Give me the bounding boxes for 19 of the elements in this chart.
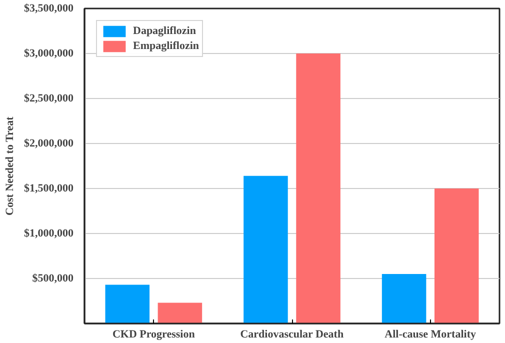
y-tick-label: $3,000,000	[24, 48, 74, 60]
x-tick-label: Cardiovascular Death	[240, 328, 344, 340]
bar	[382, 274, 426, 324]
legend-label: Dapagliflozin	[133, 25, 196, 37]
y-tick-label: $2,500,000	[24, 92, 74, 104]
bar	[105, 284, 150, 324]
y-tick-label: $3,500,000	[24, 2, 74, 14]
x-tick-label: CKD Progression	[112, 328, 195, 340]
bar	[244, 176, 288, 324]
bar	[158, 302, 202, 324]
bar	[296, 54, 340, 324]
y-tick-label: $2,000,000	[24, 138, 74, 150]
y-tick-label: $500,000	[32, 272, 74, 284]
x-tick-label: All-cause Mortality	[384, 328, 476, 340]
bar	[434, 188, 479, 324]
legend-label: Empagliflozin	[133, 40, 200, 52]
y-tick-label: $1,000,000	[24, 228, 74, 240]
y-axis-title: Cost Needed to Treat	[4, 116, 16, 216]
y-tick-label: $1,500,000	[24, 182, 74, 194]
